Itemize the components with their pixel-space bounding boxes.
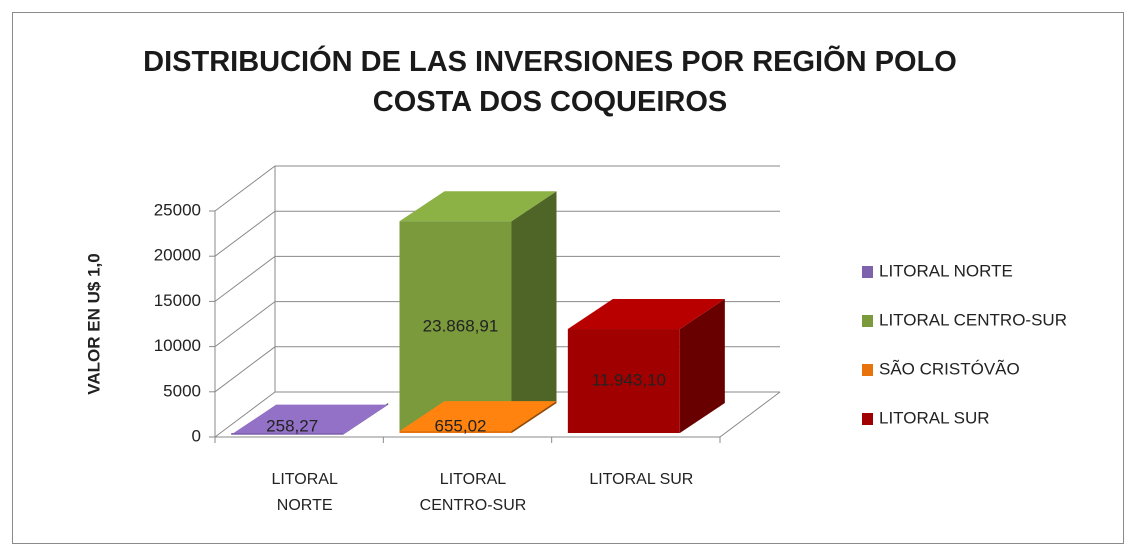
data-label: 655,02: [435, 416, 487, 435]
y-tick-label: 10000: [154, 336, 201, 355]
y-tick-label: 5000: [163, 381, 201, 400]
bar: [231, 433, 344, 435]
y-tick-label: 20000: [154, 246, 201, 265]
data-label: 258,27: [266, 416, 318, 435]
x-tick-label: LITORAL NORTE: [271, 471, 338, 514]
legend-swatch: [862, 364, 873, 376]
bar: [399, 431, 512, 433]
bar: [399, 221, 512, 433]
y-axis-label: VALOR EN U$ 1,0: [84, 253, 103, 394]
legend-label: LITORAL NORTE: [879, 261, 1013, 280]
legend-swatch: [862, 413, 873, 425]
y-tick-label: 25000: [154, 200, 201, 219]
grid-line: [214, 255, 780, 302]
bar-side: [511, 191, 557, 433]
y-tick-label: 15000: [154, 291, 201, 310]
chart-title: DISTRIBUCIÓN DE LAS INVERSIONES POR REGI…: [143, 46, 957, 118]
legend-swatch: [862, 315, 873, 327]
bar-top: [231, 404, 389, 435]
bar-top: [399, 401, 557, 432]
bar: [567, 329, 680, 433]
legend-label: LITORAL SUR: [879, 408, 990, 427]
y-tick-label: 0: [192, 426, 201, 445]
grid-line: [214, 210, 780, 257]
bar-top: [399, 191, 557, 222]
legend-label: LITORAL CENTRO-SUR: [879, 310, 1067, 329]
x-tick-label: LITORAL CENTRO-SUR: [419, 471, 527, 514]
x-tick-label: LITORAL SUR: [589, 471, 694, 488]
legend-swatch: [862, 266, 873, 278]
bar-side: [511, 401, 557, 433]
bar-side: [679, 299, 725, 433]
grid-line: [214, 165, 780, 212]
data-label: 11.943,10: [592, 371, 666, 390]
data-label: 23.868,91: [423, 317, 499, 336]
legend-label: SÃO CRISTÓVÃO: [879, 359, 1020, 378]
chart-frame: [12, 12, 1124, 544]
bar-top: [567, 299, 725, 330]
